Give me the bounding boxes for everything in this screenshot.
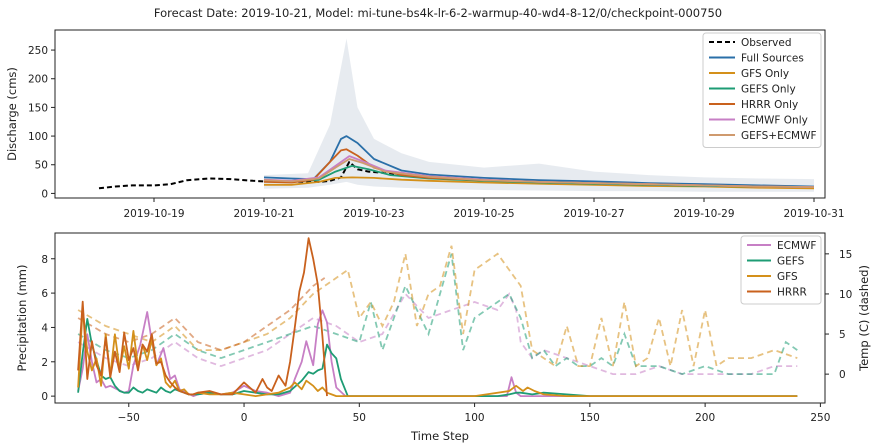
time-step-x-ticks: −50 0 50 100 150 200 250 xyxy=(118,403,830,424)
legend-box xyxy=(740,235,822,305)
y-tick-label: 150 xyxy=(28,102,48,114)
precipitation-legend: ECMWF GEFS GFS HRRR xyxy=(740,235,822,305)
x-tick-label: 2019-10-25 xyxy=(453,208,514,220)
temperature-series-group xyxy=(77,245,798,376)
temperature-y-axis-label: Temp (C) (dashed) xyxy=(857,265,871,372)
x-tick-label: 2019-10-23 xyxy=(343,208,404,220)
legend-label-ecmwf: ECMWF xyxy=(777,240,816,252)
discharge-x-ticks: 2019-10-19 2019-10-21 2019-10-23 2019-10-25… xyxy=(123,198,845,220)
temperature-line-ecmwf xyxy=(77,292,798,376)
discharge-legend: Observed Full Sources GFS Only GEFS Only HRR… xyxy=(702,32,822,148)
y-tick-label: 6 xyxy=(41,288,48,300)
x-tick-label: 2019-10-21 xyxy=(233,208,294,220)
y-tick-label: 100 xyxy=(28,131,48,143)
legend-label-gfs-only: GFS Only xyxy=(741,68,789,80)
y-tick-label: 4 xyxy=(41,322,48,334)
discharge-series-group xyxy=(98,135,815,190)
discharge-axes-frame xyxy=(54,29,826,199)
precipitation-line-hrrr xyxy=(77,237,328,397)
legend-label-hrrr-only: HRRR Only xyxy=(741,99,798,111)
x-tick-label: 0 xyxy=(241,412,248,424)
legend-label-full-sources: Full Sources xyxy=(741,53,804,65)
legend-label-observed: Observed xyxy=(741,37,792,49)
uncertainty-band xyxy=(264,38,814,192)
legend-label-gefs-only: GEFS Only xyxy=(741,84,796,96)
y-tick-label: 0 xyxy=(41,391,48,403)
right-y-tick-label: 5 xyxy=(839,329,846,341)
y-tick-label: 2 xyxy=(41,357,48,369)
x-tick-label: 250 xyxy=(810,412,830,424)
x-tick-label: 200 xyxy=(695,412,715,424)
x-tick-label: 50 xyxy=(353,412,366,424)
precipitation-line-ecmwf xyxy=(77,309,798,398)
x-tick-label: 2019-10-19 xyxy=(123,208,184,220)
y-tick-label: 250 xyxy=(28,45,48,57)
legend-label-hrrr: HRRR xyxy=(777,287,807,299)
y-tick-label: 0 xyxy=(41,188,48,200)
temperature-line-gefs xyxy=(77,253,798,376)
y-tick-label: 200 xyxy=(28,74,48,86)
series-line-observed xyxy=(98,160,430,190)
figure-title: Forecast Date: 2019-10-21, Model: mi-tun… xyxy=(154,6,722,20)
precipitation-y-ticks: 0 2 4 6 8 xyxy=(41,254,55,403)
temperature-line-gfs xyxy=(77,245,798,368)
x-tick-label: 2019-10-27 xyxy=(563,208,624,220)
uncertainty-band-area xyxy=(264,38,814,192)
y-tick-label: 50 xyxy=(35,160,48,172)
series-line-gefs-ecmwf xyxy=(263,158,815,188)
right-y-tick-label: 0 xyxy=(839,369,846,381)
legend-label-gefs: GEFS xyxy=(777,256,805,268)
precipitation-panel: 0 2 4 6 8 0 5 10 15 −50 0 50 100 150 200 250 Precipit… xyxy=(15,232,871,443)
x-tick-label: 2019-10-29 xyxy=(673,208,734,220)
precipitation-series-group xyxy=(77,237,798,398)
legend-label-ecmwf-only: ECMWF Only xyxy=(741,115,808,127)
temperature-y-ticks: 0 5 10 15 xyxy=(825,249,852,381)
discharge-y-ticks: 0 50 100 150 200 250 xyxy=(28,45,55,200)
x-tick-label: −50 xyxy=(118,412,140,424)
precipitation-y-axis-label: Precipitation (mm) xyxy=(15,265,29,372)
right-y-tick-label: 15 xyxy=(839,249,852,261)
legend-label-gefs-ecmwf: GEFS+ECMWF xyxy=(741,130,817,142)
x-tick-label: 2019-10-31 xyxy=(783,208,844,220)
precipitation-axes-frame xyxy=(54,232,826,404)
x-tick-label: 100 xyxy=(465,412,485,424)
right-y-tick-label: 10 xyxy=(839,289,852,301)
y-tick-label: 8 xyxy=(41,254,48,266)
x-tick-label: 150 xyxy=(580,412,600,424)
legend-label-gfs: GFS xyxy=(777,271,798,283)
discharge-y-axis-label: Discharge (cms) xyxy=(5,67,19,161)
time-step-x-axis-label: Time Step xyxy=(410,429,469,443)
precipitation-line-gfs xyxy=(77,307,798,398)
